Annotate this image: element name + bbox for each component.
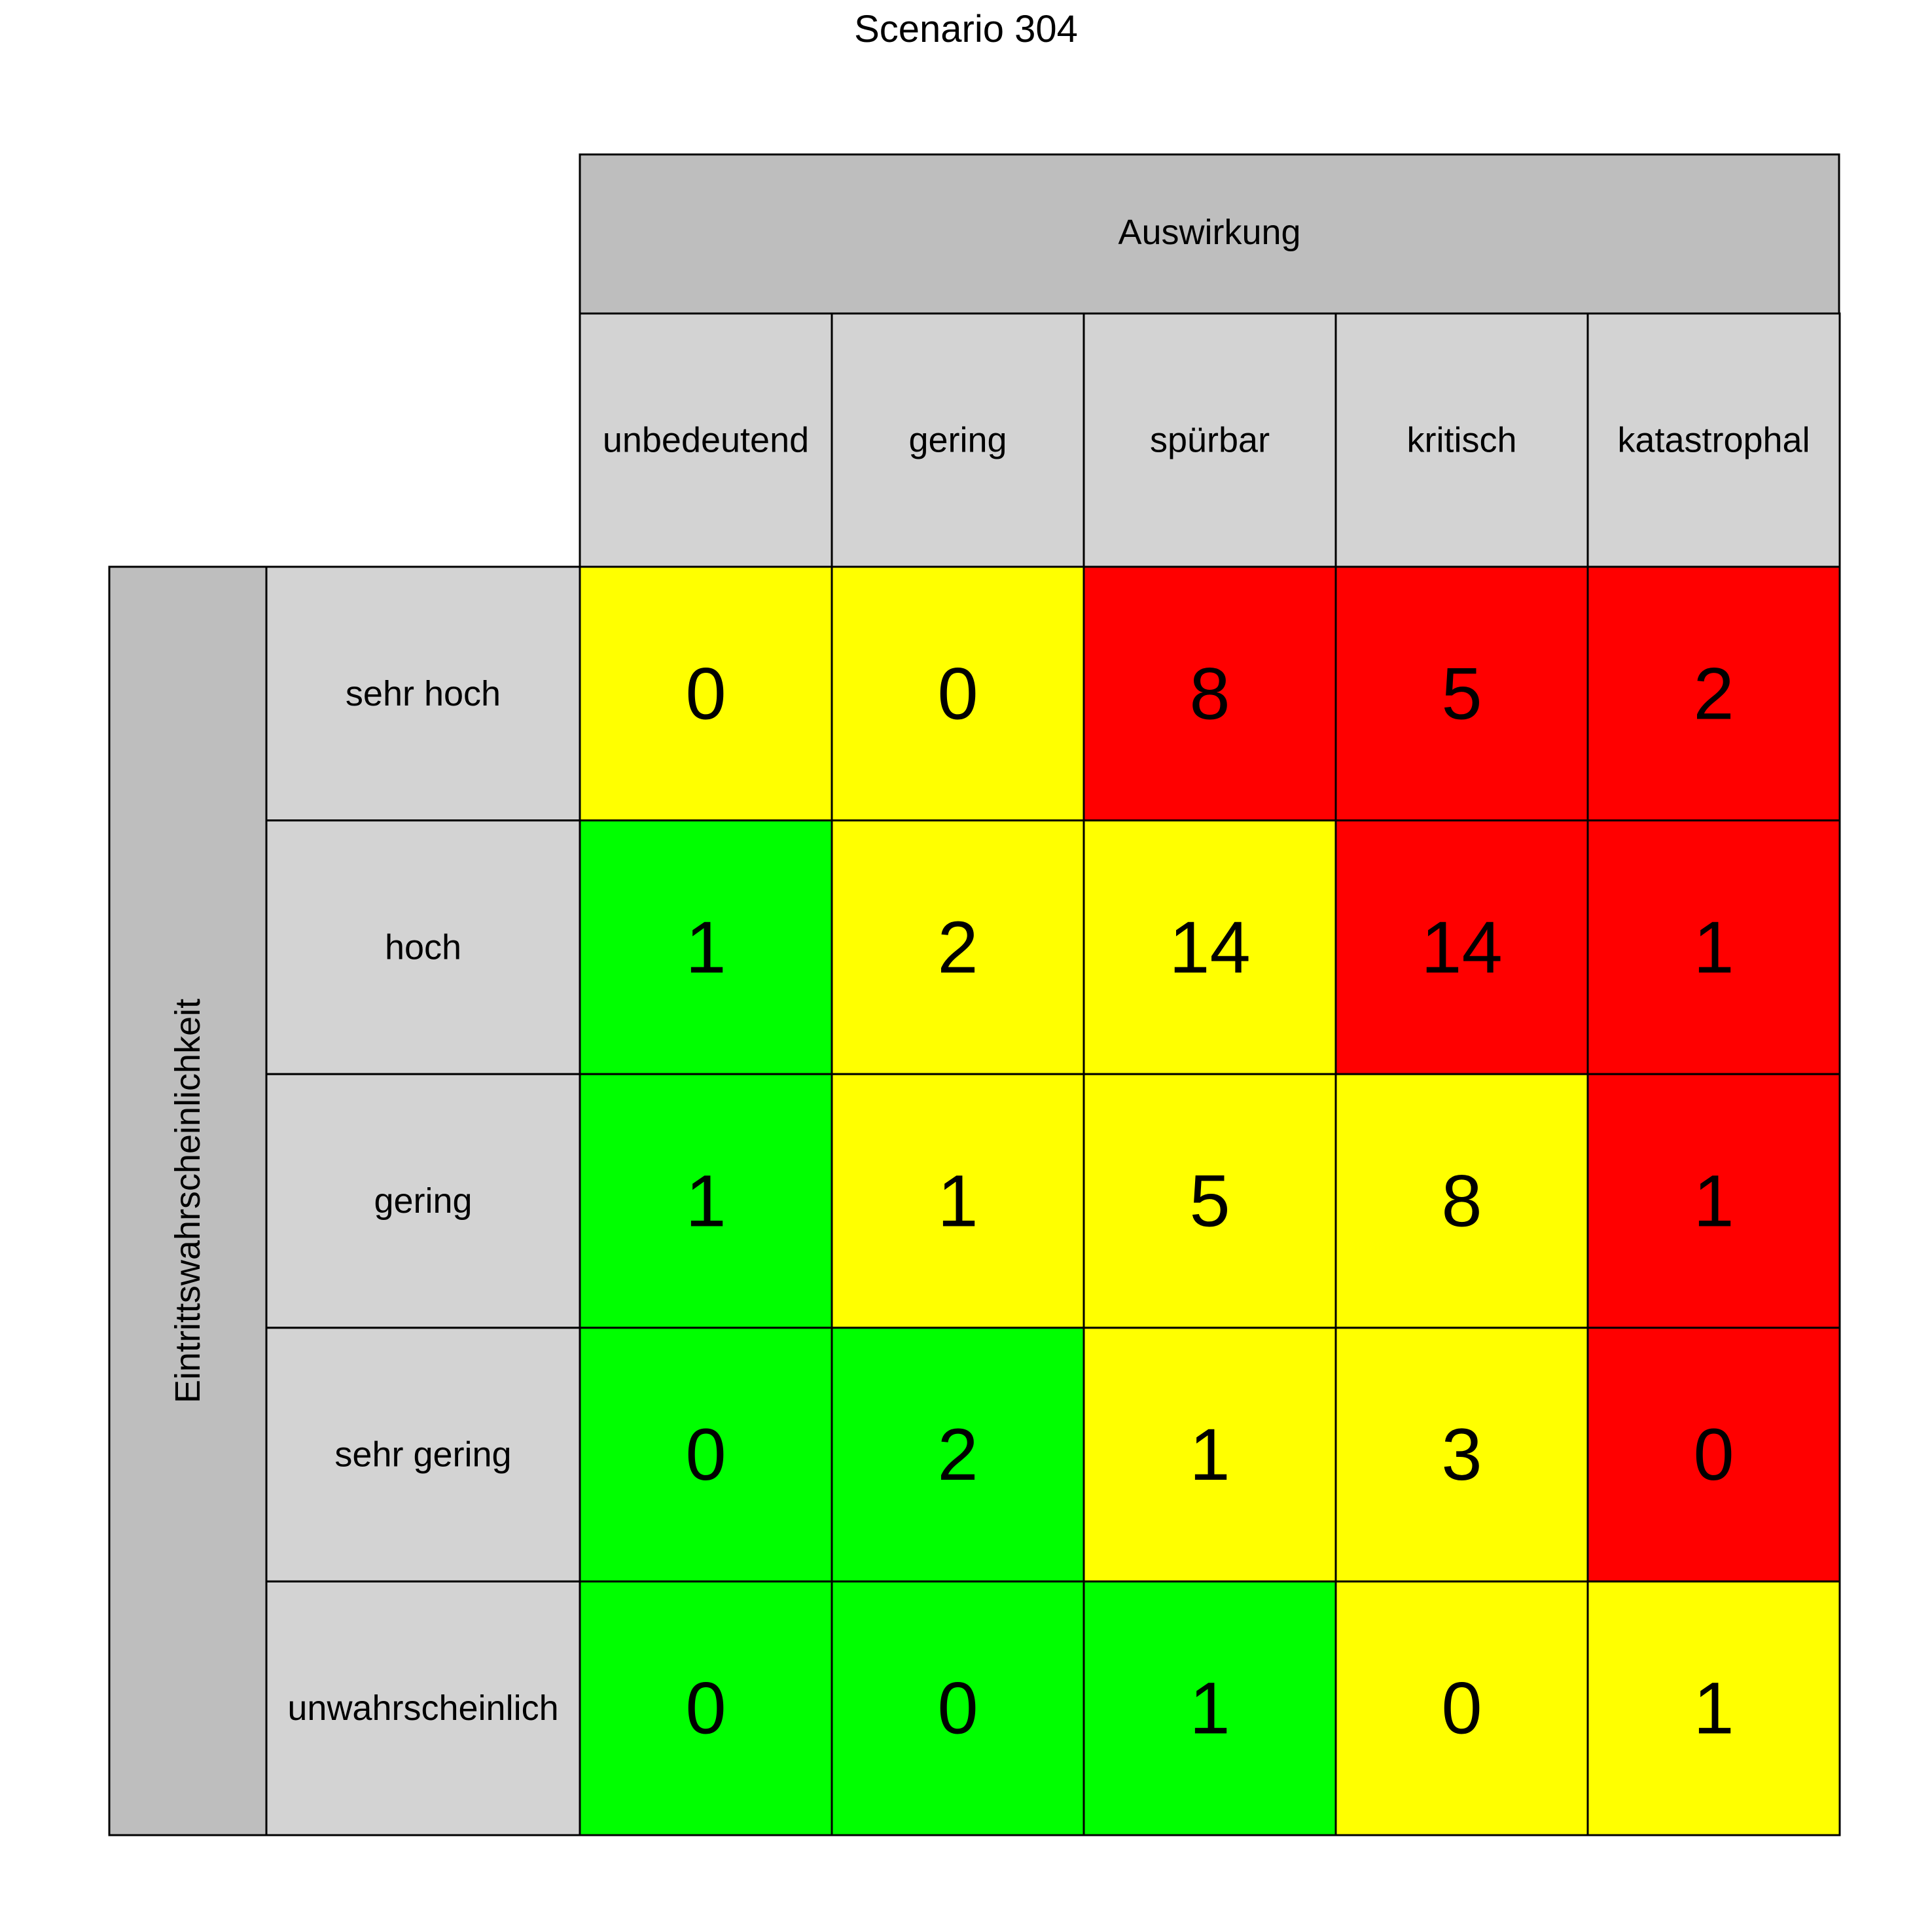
- matrix-cell-value: 0: [1693, 1414, 1734, 1495]
- column-header-label: katastrophal: [1617, 421, 1810, 460]
- matrix-cell: [579, 1327, 833, 1583]
- matrix-cell: [1334, 819, 1589, 1075]
- matrix-cell-value: 1: [937, 1160, 978, 1242]
- row-header-box: [265, 1580, 581, 1836]
- matrix-cell-value: 0: [685, 653, 726, 734]
- matrix-cell-value: 1: [685, 906, 726, 988]
- column-header-box: [831, 312, 1085, 568]
- matrix-cell: [579, 819, 833, 1075]
- matrix-cell: [1586, 1073, 1841, 1329]
- column-header-label: gering: [908, 421, 1007, 460]
- row-header-box: [265, 565, 581, 822]
- matrix-cell-value: 1: [1693, 906, 1734, 988]
- matrix-cell-value: 1: [1693, 1668, 1734, 1749]
- column-header-label: kritisch: [1406, 421, 1516, 460]
- row-headers: sehr hoch hoch gering sehr gering unwahrsche…: [265, 565, 581, 1836]
- matrix-cell-value: 1: [1189, 1414, 1230, 1495]
- chart-title: Scenario 304: [854, 8, 1078, 50]
- matrix-cell: [831, 1580, 1085, 1836]
- matrix-cell-value: 8: [1189, 653, 1230, 734]
- column-headers: unbedeutend gering spürbar kritisch katastro…: [579, 312, 1841, 568]
- matrix-cell-value: 0: [1441, 1668, 1482, 1749]
- matrix-cell: [1082, 1580, 1337, 1836]
- row-header-label: unwahrscheinlich: [287, 1689, 558, 1728]
- matrix-cell: [1586, 1580, 1841, 1836]
- matrix-cell-value: 0: [685, 1414, 726, 1495]
- x-header-box: [579, 153, 1840, 315]
- matrix-cell-value: 2: [937, 1414, 978, 1495]
- row-header-label: hoch: [385, 927, 461, 967]
- row-header-label: gering: [374, 1181, 472, 1221]
- matrix-cell: [1082, 565, 1337, 822]
- matrix-cell: [831, 1327, 1085, 1583]
- column-header-box: [1334, 312, 1589, 568]
- matrix-cell: [831, 565, 1085, 822]
- matrix-cell: [1082, 1073, 1337, 1329]
- column-header-label: spürbar: [1150, 421, 1270, 460]
- row-header-label: sehr hoch: [346, 674, 501, 713]
- column-header-box: [579, 312, 833, 568]
- matrix-cell-value: 2: [937, 906, 978, 988]
- matrix-cell-value: 5: [1441, 653, 1482, 734]
- row-header-label: sehr gering: [334, 1435, 511, 1475]
- matrix-cell-value: 0: [937, 1668, 978, 1749]
- matrix-cell-value: 0: [937, 653, 978, 734]
- matrix-cell-value: 1: [1189, 1668, 1230, 1749]
- column-header-label: unbedeutend: [603, 421, 809, 460]
- matrix-cell-value: 14: [1169, 906, 1251, 988]
- matrix-cells: 0 0 8 5 21 2 14 14 11 1 5 8 10 2 1 3 00 0 1 0 1: [579, 565, 1841, 1836]
- matrix-cell-value: 5: [1189, 1160, 1230, 1242]
- matrix-cell-value: 14: [1421, 906, 1503, 988]
- matrix-cell: [1334, 1327, 1589, 1583]
- matrix-cell: [579, 1073, 833, 1329]
- matrix-cell: [1586, 565, 1841, 822]
- matrix-cell-value: 8: [1441, 1160, 1482, 1242]
- matrix-cell: [1334, 565, 1589, 822]
- column-header-box: [1082, 312, 1337, 568]
- matrix-cell-value: 1: [1693, 1160, 1734, 1242]
- matrix-cell-value: 2: [1693, 653, 1734, 734]
- matrix-cell-value: 3: [1441, 1414, 1482, 1495]
- y-header-label: Eintrittswahrscheinlichkeit: [168, 999, 207, 1403]
- matrix-cell-value: 1: [685, 1160, 726, 1242]
- y-header-box: [108, 565, 268, 1836]
- matrix-cell: [831, 819, 1085, 1075]
- x-header-label: Auswirkung: [1118, 213, 1300, 252]
- matrix-cell: [579, 565, 833, 822]
- matrix-cell: [1334, 1580, 1589, 1836]
- row-header-box: [265, 1073, 581, 1329]
- matrix-cell: [1082, 819, 1337, 1075]
- matrix-cell: [1586, 819, 1841, 1075]
- matrix-cell-value: 0: [685, 1668, 726, 1749]
